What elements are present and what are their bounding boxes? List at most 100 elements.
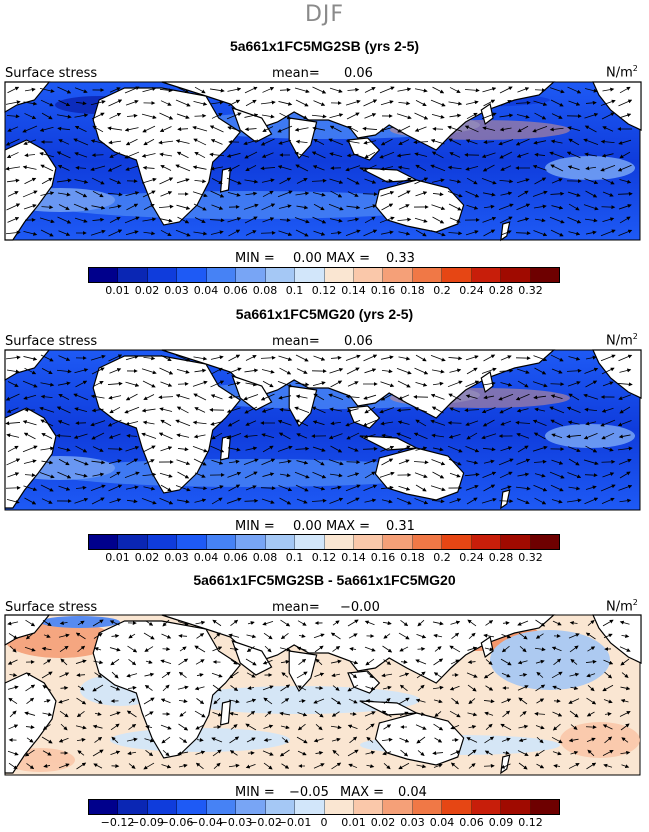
wind-arrow	[108, 229, 123, 237]
wind-arrow	[142, 87, 157, 93]
wind-arrow	[124, 216, 140, 224]
wind-arrow	[294, 87, 310, 94]
wind-arrow	[107, 192, 123, 197]
wind-arrow	[432, 216, 445, 224]
wind-arrow	[159, 152, 173, 157]
wind-arrow	[431, 113, 445, 119]
wind-arrow	[414, 152, 428, 157]
panel-3-field-label: Surface stress	[5, 600, 98, 615]
colorbar-swatch	[530, 268, 559, 282]
wind-arrow	[73, 138, 89, 146]
wind-arrow	[380, 230, 394, 235]
wind-arrow	[177, 86, 190, 94]
wind-arrow	[7, 126, 19, 132]
wind-arrow	[397, 87, 412, 92]
wind-arrow	[23, 101, 38, 106]
wind-arrow	[619, 151, 631, 159]
colorbar-tick-label: 0.04	[193, 551, 219, 564]
wind-arrow	[296, 205, 309, 210]
wind-arrow	[91, 112, 105, 120]
wind-arrow	[226, 177, 242, 185]
colorbar-swatch	[530, 800, 559, 814]
wind-arrow	[142, 165, 155, 170]
panel-1-mean-label: mean=	[272, 66, 320, 81]
wind-arrow	[617, 164, 632, 172]
wind-arrow	[90, 100, 106, 106]
wind-arrow	[22, 165, 37, 170]
wind-arrow	[58, 230, 71, 236]
panel-1-field-label: Surface stress	[5, 66, 98, 81]
wind-arrow	[41, 177, 53, 185]
wind-arrow	[210, 139, 223, 145]
colorbar-swatch	[147, 800, 178, 814]
wind-arrow	[209, 125, 224, 133]
colorbar-tick-label: 0.32	[518, 551, 543, 564]
colorbar-swatch	[383, 800, 413, 814]
wind-arrow	[262, 217, 275, 223]
colorbar-swatch	[353, 800, 384, 814]
wind-arrow	[449, 217, 461, 223]
wind-arrow	[549, 151, 565, 158]
wind-arrow	[534, 152, 546, 157]
panel-2-field-label: Surface stress	[5, 334, 98, 349]
wind-arrow	[24, 113, 37, 120]
wind-arrow	[499, 127, 512, 132]
colorbar-swatch	[236, 535, 266, 549]
wind-arrow	[39, 87, 55, 93]
colorbar-tick-label: 0.06	[223, 284, 248, 297]
wind-arrow	[601, 177, 615, 185]
wind-arrow	[260, 138, 275, 146]
colorbar-tick-label: 0.03	[164, 284, 189, 297]
wind-arrow	[23, 204, 37, 210]
wind-arrow	[244, 216, 258, 224]
wind-arrow	[91, 177, 105, 185]
wind-arrow	[295, 164, 309, 172]
colorbar-swatch	[177, 800, 207, 814]
wind-arrow	[448, 101, 463, 106]
wind-arrow	[311, 178, 327, 183]
wind-arrow	[568, 203, 580, 211]
colorbar-tick-label: 0.02	[134, 551, 160, 564]
wind-arrow	[465, 139, 478, 145]
colorbar-tick-label: 0.28	[488, 284, 514, 297]
wind-arrow	[550, 139, 563, 144]
wind-arrow	[124, 151, 140, 159]
panel-1-min-value: 0.00	[293, 251, 322, 266]
wind-arrow	[177, 216, 190, 224]
wind-arrow	[330, 190, 343, 198]
wind-arrow	[568, 138, 580, 146]
colorbar-tick-label: −0.06	[159, 816, 194, 829]
wind-arrow	[260, 100, 276, 105]
colorbar-swatch	[501, 800, 531, 814]
colorbar-swatch	[118, 268, 148, 282]
wind-arrow	[465, 230, 479, 236]
wind-arrow	[534, 88, 546, 93]
wind-arrow	[23, 230, 38, 236]
colorbar-swatch	[501, 535, 531, 549]
wind-arrow	[227, 87, 242, 92]
wind-arrow	[414, 217, 428, 223]
wind-arrow	[619, 86, 631, 94]
wind-arrow	[482, 216, 497, 223]
wind-arrow	[176, 178, 190, 184]
wind-arrow	[481, 178, 497, 185]
wind-arrow	[126, 113, 138, 118]
wind-arrow	[194, 113, 207, 118]
colorbar-tick-label: 0.06	[459, 816, 484, 829]
wind-arrow	[40, 229, 54, 237]
wind-arrow	[330, 230, 342, 235]
wind-arrow	[551, 113, 563, 119]
wind-arrow	[584, 125, 597, 133]
wind-arrow	[313, 139, 325, 145]
wind-arrow	[432, 86, 445, 94]
panel-1-max-label: MAX =	[326, 251, 371, 266]
wind-arrow	[329, 152, 343, 158]
colorbar-tick-label: 0.1	[285, 551, 304, 564]
wind-arrow	[533, 204, 547, 209]
wind-arrow	[141, 113, 157, 119]
wind-arrow	[584, 152, 598, 157]
wind-arrow	[22, 190, 38, 198]
wind-arrow	[279, 218, 291, 223]
wind-arrow	[346, 112, 360, 120]
colorbar-tick-label: 0.01	[105, 551, 130, 564]
